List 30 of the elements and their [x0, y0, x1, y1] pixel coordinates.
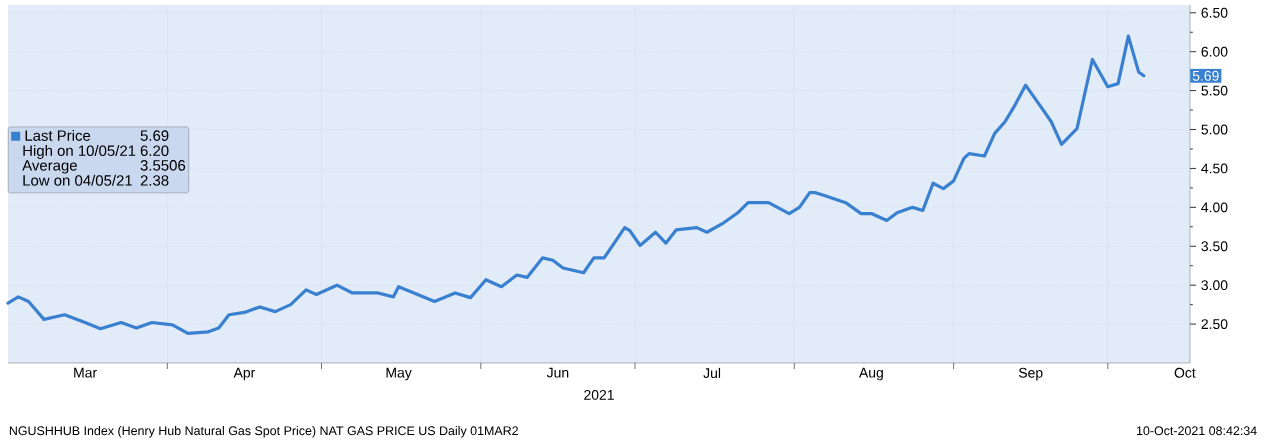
- x-tick-label: Aug: [859, 367, 883, 381]
- y-tick-label: 6.50: [1201, 7, 1228, 18]
- y-tick-label: 3.00: [1201, 280, 1228, 291]
- text: 10-Oct-2021 08:42:34: [1136, 426, 1257, 436]
- y-tick-label: 2.50: [1201, 319, 1228, 330]
- y-tick-label: 6.00: [1201, 46, 1228, 57]
- y-tick-label: 3.50: [1201, 241, 1228, 252]
- annotation: Average: [22, 160, 77, 174]
- x-axis-title: 2021: [584, 389, 614, 400]
- legend-label: Last Price: [25, 129, 91, 141]
- x-tick-label: Sep: [1018, 367, 1043, 381]
- annotation: 2.38: [140, 175, 169, 186]
- annotation: 3.5506: [140, 160, 186, 171]
- x-tick-label: Jul: [703, 367, 721, 379]
- text: 5.69: [1192, 70, 1219, 81]
- x-tick-label: Oct: [1174, 367, 1196, 378]
- annotation: 6.20: [140, 145, 169, 156]
- x-tick-label: May: [386, 367, 412, 381]
- x-tick-label: Mar: [74, 367, 97, 378]
- line-series: [6, 34, 1146, 336]
- y-tick-label: 5.50: [1201, 85, 1228, 96]
- y-tick-label: 4.00: [1201, 202, 1228, 213]
- annotation: 5.69: [140, 130, 169, 141]
- x-tick-label: Jun: [546, 367, 569, 378]
- text: NGUSHHUB Index (Henry Hub Natural Gas Spot Price) NAT GAS PRICE US Daily 01MAR2: [9, 425, 518, 438]
- annotation: Low on 04/05/21: [23, 174, 132, 186]
- y-tick-label: 4.50: [1201, 163, 1228, 174]
- y-tick-label: 5.00: [1201, 124, 1228, 135]
- annotation: High on 10/05/21: [23, 145, 136, 159]
- x-tick-label: Apr: [233, 367, 256, 381]
